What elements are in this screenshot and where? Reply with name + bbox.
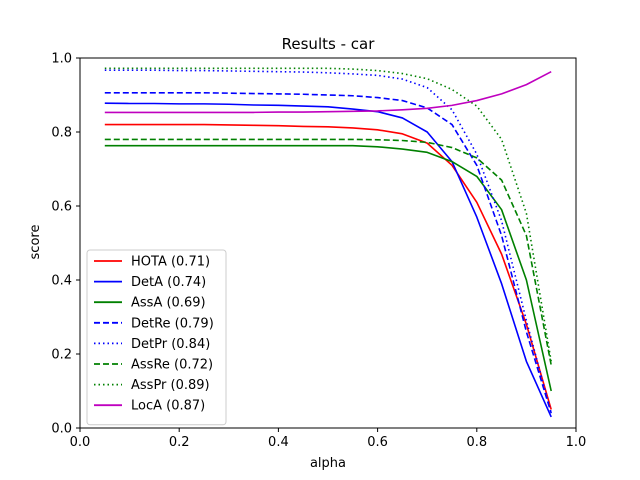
axis-ticks: 0.0 0.2 0.4 0.6 0.8 1.0 0.0 0.2 0.4 0.6 0.8 1.0: [51, 52, 586, 451]
series-line-0: [104, 123, 552, 410]
series-line-5: [104, 138, 552, 366]
legend: HOTA (0.71) DetA (0.74) AssA (0.69) DetRe (…: [86, 249, 227, 426]
x-tick-label: 0.8: [466, 435, 487, 450]
x-tick-label: 1.0: [566, 435, 587, 450]
y-tick-label: 0.0: [51, 422, 72, 437]
x-tick-label: 0.4: [268, 435, 289, 450]
y-tick-label: 0.2: [51, 348, 72, 363]
legend-box: [86, 249, 227, 426]
x-axis-title: alpha: [310, 456, 346, 471]
y-tick-label: 0.6: [51, 200, 72, 215]
legend-label-5: AssRe (0.72): [131, 358, 213, 373]
y-tick-label: 1.0: [51, 52, 72, 67]
x-tick-label: 0.2: [169, 435, 190, 450]
y-axis-title: score: [28, 225, 43, 260]
series-line-7: [104, 70, 552, 114]
x-tick-label: 0.6: [367, 435, 388, 450]
y-tick-label: 0.4: [51, 274, 72, 289]
series-lines: [104, 67, 552, 418]
series-line-1: [104, 102, 552, 418]
y-tick-label: 0.8: [51, 126, 72, 141]
legend-label-7: LocA (0.87): [131, 399, 205, 414]
legend-label-1: DetA (0.74): [131, 275, 206, 290]
legend-label-6: AssPr (0.89): [131, 378, 210, 393]
legend-label-3: DetRe (0.79): [131, 316, 214, 331]
legend-label-2: AssA (0.69): [131, 296, 206, 311]
legend-label-4: DetPr (0.84): [131, 337, 210, 352]
legend-label-0: HOTA (0.71): [131, 255, 210, 270]
series-line-2: [104, 144, 552, 392]
chart-title: Results - car: [282, 35, 376, 53]
plot-frame: [79, 57, 577, 429]
series-line-3: [104, 91, 552, 414]
x-tick-label: 0.0: [70, 435, 91, 450]
